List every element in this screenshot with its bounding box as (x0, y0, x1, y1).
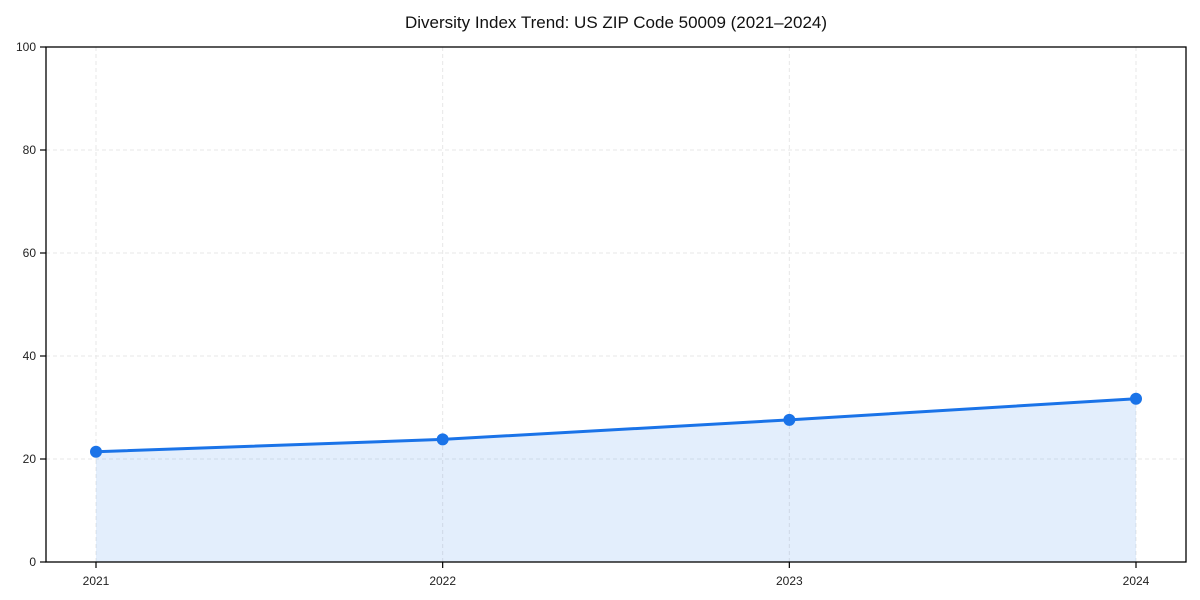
y-tick-label: 100 (16, 40, 36, 54)
data-point (783, 413, 796, 426)
x-tick-label: 2024 (1123, 574, 1150, 588)
y-tick-label: 20 (23, 452, 37, 466)
data-point (90, 445, 102, 458)
area-fill (96, 398, 1136, 562)
x-tick-label: 2023 (776, 574, 803, 588)
y-tick-label: 60 (23, 246, 37, 260)
plot-border (45, 46, 1187, 563)
trend-line (94, 397, 1138, 454)
chart-title: Diversity Index Trend: US ZIP Code 50009… (405, 13, 827, 32)
y-tick-label: 80 (23, 143, 37, 157)
x-tick-label: 2021 (83, 574, 110, 588)
data-point (1130, 392, 1142, 405)
x-tick-label: 2022 (429, 574, 456, 588)
y-tick-label: 40 (23, 349, 37, 363)
y-tick-label: 0 (29, 555, 36, 569)
data-point (436, 433, 449, 446)
